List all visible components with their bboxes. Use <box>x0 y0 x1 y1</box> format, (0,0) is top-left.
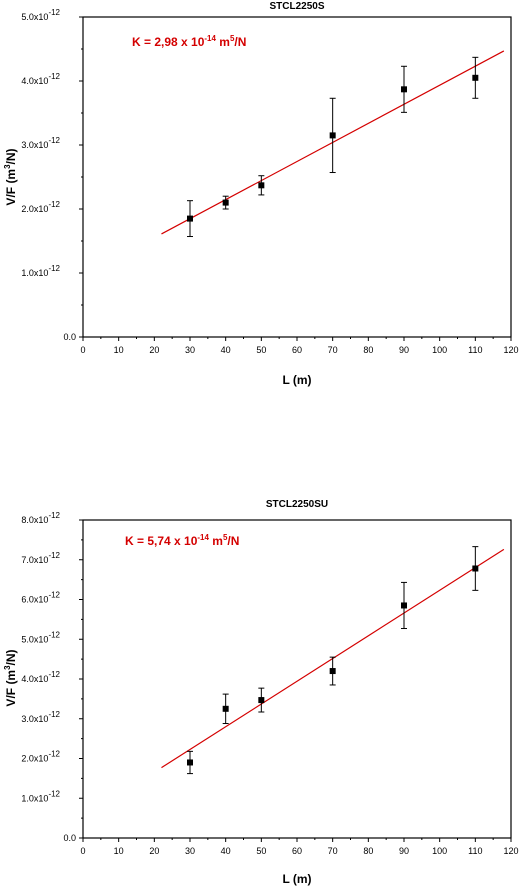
annotation-middle: m <box>216 35 230 49</box>
y-tick-label: 8.0x10-12 <box>21 511 60 525</box>
plot-frame <box>82 519 512 839</box>
x-tick-label: 90 <box>399 846 409 856</box>
y-tick-label: 4.0x10-12 <box>21 72 60 86</box>
annotation-unit-exponent: 5 <box>230 34 235 43</box>
y-tick-label: 5.0x10-12 <box>21 630 60 644</box>
annotation-suffix: /N <box>234 35 246 49</box>
data-point <box>472 565 479 572</box>
data-point <box>258 182 265 189</box>
data-point <box>472 74 479 81</box>
x-tick-label: 50 <box>256 846 266 856</box>
x-tick-label: 50 <box>256 345 266 355</box>
chart-title: STCL2250SU <box>266 499 328 510</box>
y-axis-label: V/F (m3/N) <box>3 649 18 706</box>
annotation-prefix: K = 2,98 x 10 <box>132 35 205 49</box>
y-axis-label-text: V/F (m <box>4 169 18 206</box>
y-axis-label-sup: 3 <box>3 164 12 169</box>
plot-area: 0 10 20 30 40 50 60 70 80 90 100 110 120 0.0 1.0x10-12… <box>21 8 518 355</box>
chart-title: STCL2250S <box>269 1 324 12</box>
data-point <box>222 705 229 712</box>
y-tick-label: 0.0 <box>63 833 76 843</box>
y-tick-label: 7.0x10-12 <box>21 551 60 565</box>
plot-area: 0 10 20 30 40 50 60 70 80 90 100 110 120 0.0 1.0x10-12… <box>21 511 518 856</box>
x-tick-label: 120 <box>503 345 518 355</box>
y-axis-label-tail: /N) <box>4 148 18 164</box>
x-tick-label: 90 <box>399 345 409 355</box>
data-point <box>187 215 193 222</box>
x-tick-label: 70 <box>328 345 338 355</box>
x-tick-label: 0 <box>80 345 85 355</box>
x-axis-label: L (m) <box>282 872 311 886</box>
y-tick-label: 3.0x10-12 <box>21 136 60 150</box>
x-tick-label: 0 <box>80 846 85 856</box>
y-tick-label: 2.0x10-12 <box>21 200 60 214</box>
y-axis-label-text: V/F (m <box>4 670 18 707</box>
plot-frame <box>82 16 512 338</box>
y-axis-label-sup: 3 <box>3 665 12 670</box>
y-axis-label: V/F (m3/N) <box>3 148 18 205</box>
y-axis-label-tail: /N) <box>4 649 18 665</box>
data-point <box>401 602 407 609</box>
fit-annotation: K = 5,74 x 10-14 m5/N <box>125 533 239 548</box>
annotation-unit-exponent: 5 <box>223 533 228 542</box>
y-tick-label: 0.0 <box>63 332 76 342</box>
y-tick-label: 5.0x10-12 <box>21 8 60 22</box>
x-tick-label: 110 <box>468 345 482 355</box>
y-tick-label: 2.0x10-12 <box>21 750 60 764</box>
fit-annotation: K = 2,98 x 10-14 m5/N <box>132 34 246 49</box>
x-tick-label: 30 <box>185 345 195 355</box>
y-tick-label: 1.0x10-12 <box>21 264 60 278</box>
x-tick-label: 80 <box>363 345 373 355</box>
data-point <box>401 86 407 93</box>
annotation-suffix: /N <box>227 534 239 548</box>
x-tick-label: 110 <box>468 846 482 856</box>
y-tick-label: 4.0x10-12 <box>21 670 60 684</box>
chart-stcl2250s: STCL2250S K = 2,98 x 10-14 m5/N L (m) V/… <box>3 1 519 387</box>
x-tick-label: 70 <box>328 846 338 856</box>
y-tick-label: 1.0x10-12 <box>21 789 60 803</box>
y-tick-label: 6.0x10-12 <box>21 591 60 605</box>
data-point <box>222 199 229 206</box>
data-point <box>187 759 193 766</box>
x-tick-label: 20 <box>149 846 159 856</box>
data-point <box>329 668 336 675</box>
annotation-exponent: -14 <box>197 533 209 542</box>
annotation-exponent: -14 <box>204 34 216 43</box>
chart-stcl2250su: STCL2250SU K = 5,74 x 10-14 m5/N L (m) V… <box>3 499 519 886</box>
x-tick-label: 100 <box>432 846 447 856</box>
x-tick-label: 100 <box>432 345 447 355</box>
x-tick-label: 80 <box>363 846 373 856</box>
x-tick-label: 40 <box>221 846 231 856</box>
x-tick-label: 40 <box>221 345 231 355</box>
annotation-prefix: K = 5,74 x 10 <box>125 534 198 548</box>
x-tick-label: 20 <box>149 345 159 355</box>
x-tick-label: 10 <box>114 846 124 856</box>
x-tick-label: 60 <box>292 846 302 856</box>
x-axis-label: L (m) <box>282 373 311 387</box>
data-point <box>329 132 336 139</box>
x-tick-label: 120 <box>503 846 518 856</box>
x-tick-label: 10 <box>114 345 124 355</box>
y-tick-label: 3.0x10-12 <box>21 710 60 724</box>
x-tick-label: 60 <box>292 345 302 355</box>
x-tick-label: 30 <box>185 846 195 856</box>
annotation-middle: m <box>209 534 223 548</box>
data-point <box>258 697 265 704</box>
